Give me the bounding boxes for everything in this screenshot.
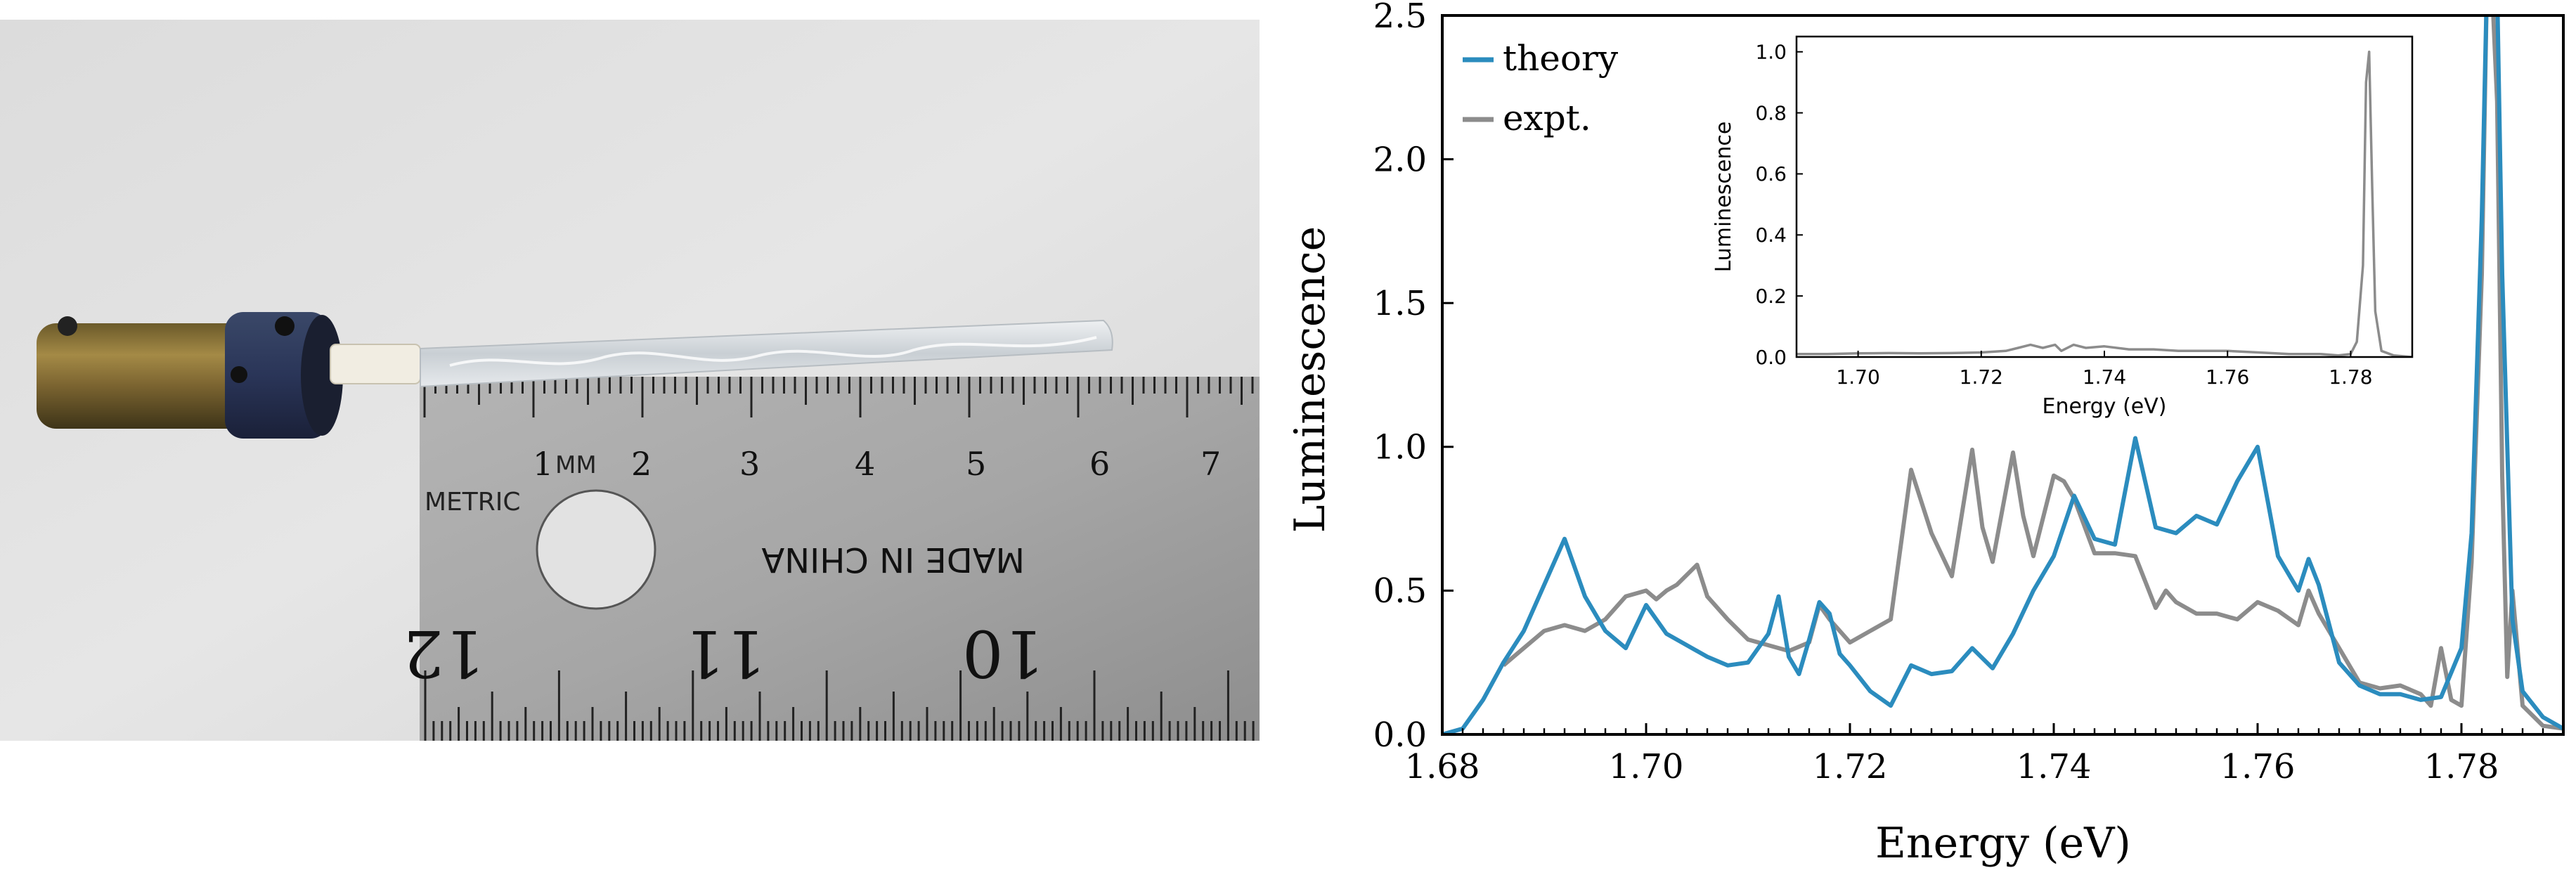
ruler-inch-number: 12 bbox=[403, 616, 485, 691]
ruler-inch-number: 11 bbox=[684, 616, 766, 691]
series-line-0 bbox=[1797, 50, 2412, 357]
x-tick-label: 1.72 bbox=[1813, 747, 1888, 786]
x-tick-label: 1.76 bbox=[2220, 747, 2296, 786]
x-tick-label: 1.68 bbox=[1405, 747, 1480, 786]
ruler-mm-number: 5 bbox=[966, 445, 986, 483]
inset-x-axis-label: Energy (eV) bbox=[2043, 394, 2167, 419]
ruler-mm-number: 1 bbox=[533, 445, 553, 483]
main-plot: 1.68 1.70 1.72 1.74 1.76 1.78 0.0 0.5 1.0 1.5 2.0… bbox=[1286, 0, 2565, 868]
ruler-metric-label: METRIC bbox=[425, 488, 521, 517]
y-tick-label: 1.0 bbox=[1373, 428, 1427, 467]
y-tick-label: 0.0 bbox=[1373, 715, 1427, 755]
x-tick-label: 1.70 bbox=[1836, 365, 1879, 389]
inset-plot: 1.70 1.72 1.74 1.76 1.78 0.00.20.40.60.81.0 … bbox=[1711, 35, 2414, 419]
ruler-mm-number: 2 bbox=[631, 445, 652, 483]
y-tick-label: 0.6 bbox=[1755, 162, 1787, 186]
x-tick-label: 1.72 bbox=[1960, 365, 2003, 389]
legend: theory expt. bbox=[1463, 38, 1619, 138]
main-axes-frame bbox=[1441, 14, 2565, 736]
main-y-axis-label: Luminescence bbox=[1286, 226, 1335, 533]
ruler-hole bbox=[536, 489, 656, 610]
ruler-mm-number: 7 bbox=[1200, 445, 1221, 483]
y-tick-label: 2.0 bbox=[1373, 140, 1427, 179]
legend-label-expt: expt. bbox=[1503, 98, 1591, 138]
y-tick-label: 0.2 bbox=[1755, 285, 1787, 308]
main-x-axis-label: Energy (eV) bbox=[1875, 819, 2131, 868]
x-tick-label: 1.76 bbox=[2206, 365, 2249, 389]
x-tick-label: 1.74 bbox=[2017, 747, 2092, 786]
y-tick-label: 0.0 bbox=[1755, 346, 1787, 369]
ruler-made-in-label: MADE IN CHINA bbox=[761, 540, 1025, 579]
chart-svg: 1.68 1.70 1.72 1.74 1.76 1.78 0.0 0.5 1.0 1.5 2.0… bbox=[1286, 0, 2565, 868]
ruler-mm-number: 3 bbox=[739, 445, 760, 483]
glass-tube bbox=[420, 319, 1113, 388]
luminescence-chart: 1.68 1.70 1.72 1.74 1.76 1.78 0.0 0.5 1.0 1.5 2.0… bbox=[1260, 0, 2576, 879]
y-tick-label: 2.5 bbox=[1373, 0, 1427, 36]
ruler-mm-number: 4 bbox=[855, 445, 875, 483]
mount-collar bbox=[37, 312, 343, 439]
ferrule bbox=[330, 344, 421, 384]
y-tick-label: 1.0 bbox=[1755, 41, 1787, 64]
x-tick-label: 1.78 bbox=[2329, 365, 2372, 389]
y-tick-label: 0.5 bbox=[1373, 571, 1427, 611]
x-tick-label: 1.74 bbox=[2083, 365, 2126, 389]
series-line-theory bbox=[1442, 15, 2563, 734]
legend-label-theory: theory bbox=[1503, 38, 1619, 79]
ruler-mm-label: MM bbox=[555, 451, 597, 479]
ruler-inch-number: 10 bbox=[962, 616, 1044, 691]
x-tick-label: 1.70 bbox=[1609, 747, 1684, 786]
x-tick-label: 1.78 bbox=[2424, 747, 2499, 786]
y-tick-label: 1.5 bbox=[1373, 284, 1427, 323]
inset-y-axis-label: Luminescence bbox=[1711, 122, 1736, 273]
ruler-mm-number: 6 bbox=[1089, 445, 1110, 483]
y-tick-label: 0.4 bbox=[1755, 223, 1787, 247]
y-tick-label: 0.8 bbox=[1755, 101, 1787, 124]
